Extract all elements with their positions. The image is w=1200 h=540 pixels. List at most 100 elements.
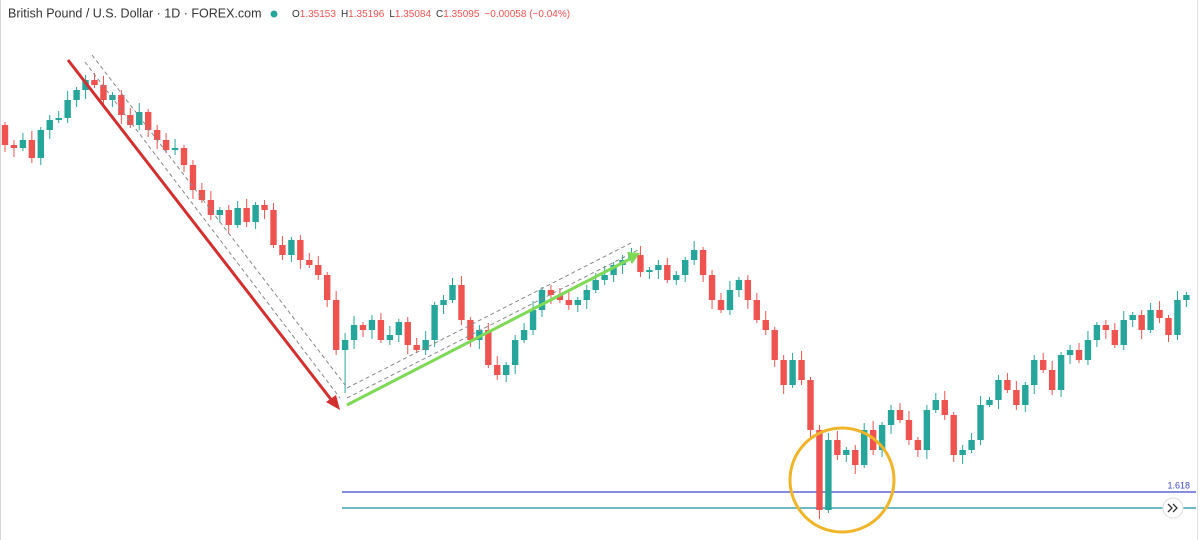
channel-line [91, 54, 346, 386]
candle-body [771, 330, 778, 360]
candle-body [511, 340, 519, 365]
candle-body [324, 275, 331, 300]
candle-body [449, 285, 456, 300]
candle-body [887, 410, 895, 425]
candle-body [1031, 360, 1038, 385]
candle-body [1066, 350, 1074, 355]
candle-body [1048, 370, 1056, 390]
channel-line [346, 241, 634, 389]
candle-body [708, 275, 716, 300]
candle-body [852, 450, 859, 465]
candle-body [216, 210, 223, 215]
candle-body [950, 415, 957, 455]
candle-body [440, 300, 447, 305]
candle-body [1084, 340, 1092, 360]
ohlc-legend: O1.35153 H1.35196 L1.35084 C1.35095 −0.00058… [292, 9, 570, 20]
candle-body [1013, 390, 1020, 405]
candle-body [297, 240, 304, 260]
candle-body [977, 405, 984, 440]
fib-level-label: 1.618 [1167, 480, 1190, 490]
candle-body [1022, 385, 1029, 405]
candle-body [717, 300, 725, 310]
legend-value: 1.35084 [395, 9, 432, 20]
candle-body [359, 325, 367, 330]
candle-body [19, 140, 27, 148]
candle-body [932, 400, 939, 410]
candle-body [726, 290, 734, 310]
candle-body [1120, 320, 1127, 345]
scroll-to-end-button[interactable] [1162, 497, 1184, 519]
candle-body [959, 450, 966, 455]
candle-body [655, 265, 662, 270]
candle-body [162, 140, 170, 150]
drawings [66, 54, 896, 534]
candle-body [995, 380, 1002, 400]
candle-body [243, 208, 250, 222]
candle-body [55, 118, 62, 120]
candle-body [1147, 310, 1154, 330]
down-arrow-head [326, 395, 340, 410]
scroll-button[interactable] [1162, 497, 1184, 519]
highlight-circle [788, 426, 896, 534]
candle-body [136, 112, 143, 125]
candle-body [368, 320, 376, 330]
candle-body [968, 440, 975, 450]
candle-body [825, 440, 832, 510]
candle-body [592, 280, 599, 290]
candle-body [100, 85, 107, 100]
legend-key: O [292, 9, 300, 20]
candle-body [735, 280, 743, 290]
legend-value: 1.35196 [348, 9, 385, 20]
plot: 1.618 [1, 73, 1196, 519]
candle-body [1040, 360, 1047, 370]
candle-body [905, 420, 913, 440]
candle-body [377, 320, 385, 340]
candle-body [315, 265, 322, 275]
up-arrow-head [627, 252, 640, 264]
legend-change: −0.00058 (−0.04%) [484, 9, 570, 20]
down-arrow [66, 59, 335, 403]
legend-value: 1.35153 [300, 9, 337, 20]
candle-body [431, 305, 438, 340]
candle-body [914, 440, 922, 450]
candle-body [145, 112, 152, 130]
candle-body [762, 320, 769, 330]
candle-body [538, 290, 546, 310]
candle-body [386, 335, 394, 340]
candle-body [1057, 355, 1065, 390]
candle-body [1093, 325, 1101, 340]
chevron-icon [1167, 503, 1178, 513]
candle-body [601, 275, 608, 280]
candle-body [350, 325, 358, 340]
candle-body [476, 330, 483, 340]
candle-body [28, 140, 36, 158]
candle-body [485, 330, 492, 365]
candle-body [547, 290, 555, 295]
channel-line [346, 249, 639, 399]
candle-body [682, 260, 689, 275]
candle-body [252, 205, 259, 222]
legend-key: H [341, 9, 348, 20]
candle-body [744, 280, 752, 300]
candle-body [404, 322, 411, 345]
status-dot [270, 10, 278, 18]
legend-key: L [389, 9, 395, 20]
candle-body [494, 365, 501, 375]
candle-body [270, 210, 277, 245]
candle-body [556, 295, 564, 300]
legend-key: C [436, 9, 443, 20]
candle-body [834, 440, 841, 455]
candle-body [180, 148, 188, 165]
candle-body [923, 410, 931, 450]
candle-body [198, 190, 206, 200]
candle-body [1, 125, 9, 145]
candle-body [861, 430, 868, 465]
candle-body [1102, 325, 1110, 330]
header: British Pound / U.S. Dollar · 1D · FOREX… [8, 6, 570, 20]
candle-body [941, 400, 948, 415]
candle-body [843, 450, 850, 455]
candle-body [234, 208, 241, 225]
